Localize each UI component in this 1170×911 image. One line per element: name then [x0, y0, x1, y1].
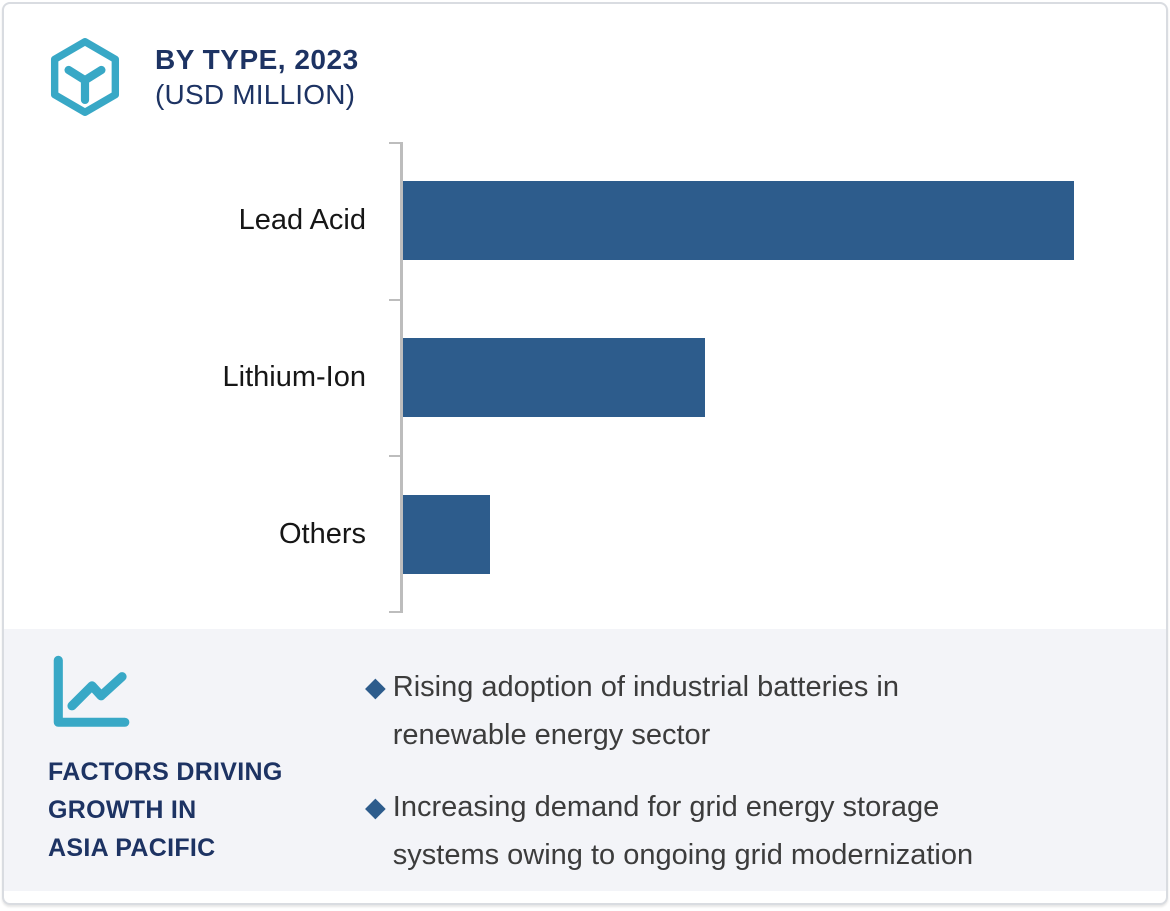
category-axis-line — [400, 142, 403, 613]
chart-title-line1: BY TYPE, 2023 — [155, 44, 359, 75]
axis-tick — [389, 142, 401, 144]
category-label: Lead Acid — [238, 204, 366, 236]
factors-heading-line: GROWTH IN — [48, 796, 197, 824]
factors-heading-line: ASIA PACIFIC — [48, 834, 216, 862]
axis-tick — [389, 299, 401, 301]
factors-heading: FACTORS DRIVING GROWTH IN ASIA PACIFIC — [48, 753, 283, 867]
bar-lithium-ion — [403, 338, 705, 417]
bar-row: Lead Acid — [4, 142, 1166, 299]
factors-list: ◆ Rising adoption of industrial batteries… — [365, 663, 1055, 903]
chart-title-line2: (USD MILLION) — [155, 79, 356, 110]
category-label: Others — [278, 518, 366, 550]
bar-lead-acid — [403, 181, 1074, 260]
bar-others — [403, 495, 490, 574]
category-label: Lithium-Ion — [222, 361, 366, 393]
factors-heading-line: FACTORS DRIVING — [48, 758, 283, 786]
factor-item: ◆ Rising adoption of industrial batteries… — [365, 663, 1055, 759]
diamond-icon: ◆ — [365, 672, 386, 702]
diamond-icon: ◆ — [365, 792, 386, 822]
chart-title: BY TYPE, 2023 (USD MILLION) — [155, 42, 359, 112]
factor-text: Rising adoption of industrial batteries … — [392, 671, 899, 751]
factor-text: Increasing demand for grid energy storag… — [392, 791, 974, 871]
factor-item: ◆ Increasing demand for grid energy stora… — [365, 783, 1055, 879]
bar-row: Lithium-Ion — [4, 299, 1166, 456]
factors-panel: FACTORS DRIVING GROWTH IN ASIA PACIFIC ◆ Ri… — [4, 629, 1166, 891]
hexagon-cube-icon — [50, 38, 120, 116]
bar-chart-plot: Lead Acid Lithium-Ion Others — [4, 142, 1166, 613]
line-chart-icon — [53, 655, 130, 727]
axis-tick — [389, 455, 401, 457]
bar-row: Others — [4, 456, 1166, 613]
axis-tick — [389, 611, 401, 613]
